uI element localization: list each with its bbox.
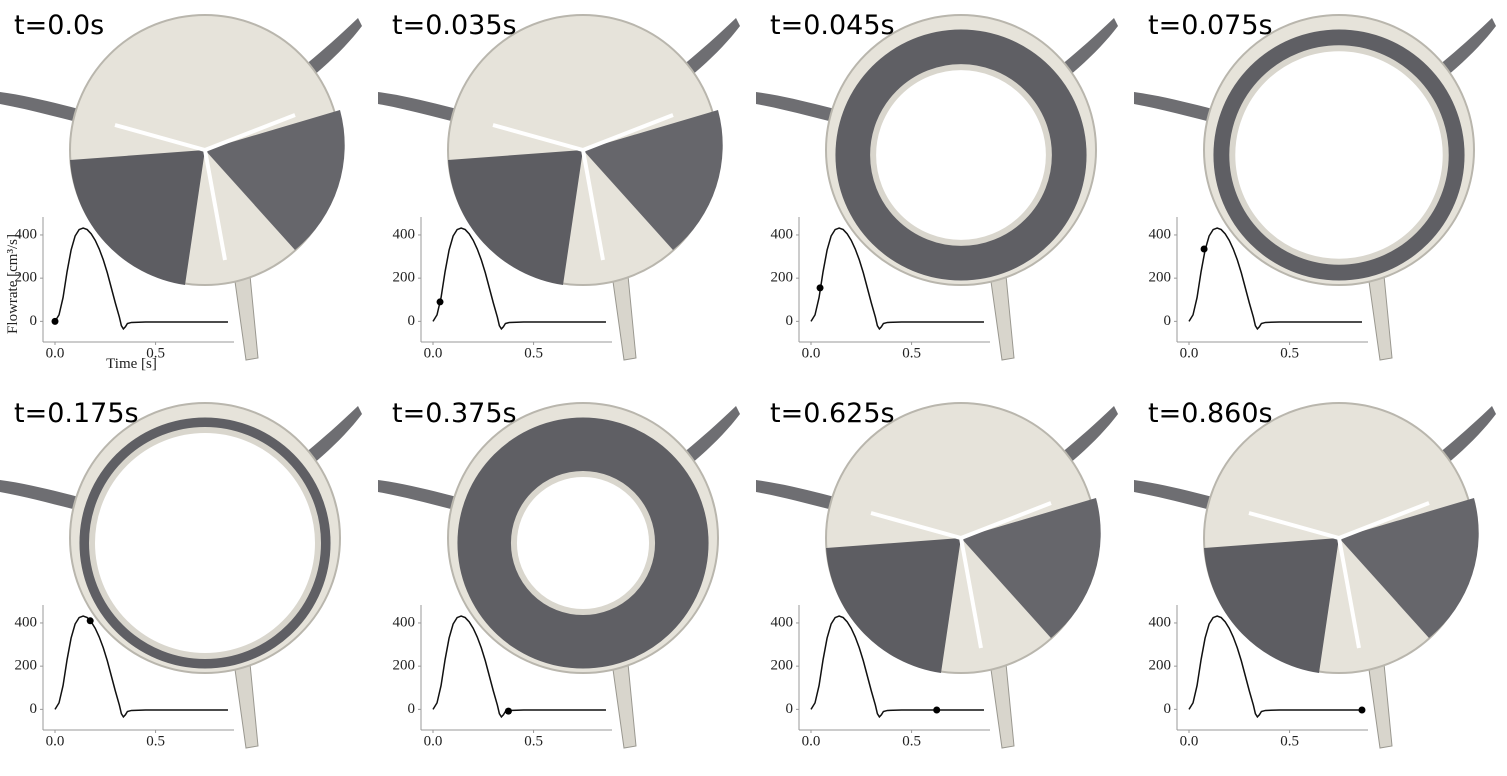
x-tick-label: 0.0	[1180, 733, 1199, 749]
time-marker	[1201, 246, 1208, 253]
valve-rendering	[378, 15, 740, 360]
x-tick-label: 0.0	[424, 733, 443, 749]
x-tick-label: 0.0	[46, 345, 65, 361]
x-tick-label: 0.5	[146, 733, 165, 749]
valve-rendering	[0, 403, 362, 748]
x-tick-label: 0.0	[802, 733, 821, 749]
x-tick-label: 0.0	[424, 345, 443, 361]
panel-title: t=0.045s	[770, 10, 895, 41]
y-tick-label: 200	[393, 270, 416, 286]
valve-rendering	[1134, 403, 1496, 748]
valve-rendering	[378, 403, 740, 748]
y-tick-label: 400	[771, 614, 794, 630]
time-marker	[933, 707, 940, 714]
leaflet-shadow	[1204, 538, 1339, 673]
panel: t=0.860s 0 200 400 0.0 0.5	[1134, 398, 1496, 749]
time-marker	[52, 318, 59, 325]
x-tick-label: 0.0	[1180, 345, 1199, 361]
leaflet-shadow	[70, 150, 205, 285]
panel-title: t=0.625s	[770, 398, 895, 429]
y-tick-label: 400	[15, 614, 38, 630]
y-tick-label: 0	[408, 313, 416, 329]
orifice	[514, 474, 652, 612]
orifice	[873, 67, 1049, 243]
y-tick-label: 0	[786, 701, 794, 717]
panel: t=0.175s 0 200 400 0.0 0.5	[0, 398, 362, 749]
y-tick-label: 0	[786, 313, 794, 329]
x-tick-label: 0.5	[524, 733, 543, 749]
y-tick-label: 0	[30, 701, 38, 717]
panel: t=0.375s 0 200 400 0.0 0.5	[378, 398, 740, 749]
x-tick-label: 0.5	[1280, 733, 1299, 749]
panel: t=0.625s 0 200 400 0.0 0.5	[756, 398, 1118, 749]
y-tick-label: 200	[393, 658, 416, 674]
x-tick-label: 0.0	[46, 733, 65, 749]
y-axis-label: Flowrate [cm³/s]	[5, 234, 21, 334]
y-tick-label: 0	[30, 313, 38, 329]
x-tick-label: 0.0	[802, 345, 821, 361]
panel-title: t=0.035s	[392, 10, 517, 41]
valve-rendering	[756, 15, 1118, 360]
panel-title: t=0.0s	[14, 10, 104, 41]
x-tick-label: 0.5	[524, 345, 543, 361]
time-marker	[437, 298, 444, 305]
time-marker	[87, 617, 94, 624]
time-marker	[1358, 707, 1365, 714]
x-axis-label: Time [s]	[106, 356, 157, 372]
y-tick-label: 400	[1149, 614, 1172, 630]
panel: t=0.045s 0 200 400 0.0 0.5	[756, 10, 1118, 361]
valve-rendering	[0, 15, 362, 360]
valve-rendering	[1134, 15, 1496, 360]
time-marker	[505, 708, 512, 715]
y-tick-label: 200	[1149, 270, 1172, 286]
y-tick-label: 400	[393, 614, 416, 630]
x-tick-label: 0.5	[902, 733, 921, 749]
y-tick-label: 200	[15, 658, 38, 674]
panel-title: t=0.075s	[1148, 10, 1273, 41]
y-tick-label: 400	[771, 226, 794, 242]
x-tick-label: 0.5	[902, 345, 921, 361]
x-tick-label: 0.5	[1280, 345, 1299, 361]
figure: t=0.0s 0 200 400 0.0 0.5 Flowrate [cm³/s] Time …	[0, 0, 1507, 776]
y-tick-label: 0	[1164, 701, 1172, 717]
panel: t=0.035s 0 200 400 0.0 0.5	[378, 10, 740, 361]
y-tick-label: 200	[1149, 658, 1172, 674]
panel-title: t=0.175s	[14, 398, 139, 429]
orifice	[92, 430, 318, 656]
time-marker	[817, 284, 824, 291]
panel-title: t=0.375s	[392, 398, 517, 429]
leaflet-shadow	[826, 538, 961, 673]
y-tick-label: 400	[1149, 226, 1172, 242]
panel: t=0.075s 0 200 400 0.0 0.5	[1134, 10, 1496, 361]
y-tick-label: 0	[408, 701, 416, 717]
valve-rendering	[756, 403, 1118, 748]
y-tick-label: 200	[771, 658, 794, 674]
y-tick-label: 200	[771, 270, 794, 286]
y-tick-label: 0	[1164, 313, 1172, 329]
panel-title: t=0.860s	[1148, 398, 1273, 429]
y-tick-label: 400	[393, 226, 416, 242]
leaflet-shadow	[448, 150, 583, 285]
orifice	[1232, 48, 1445, 261]
